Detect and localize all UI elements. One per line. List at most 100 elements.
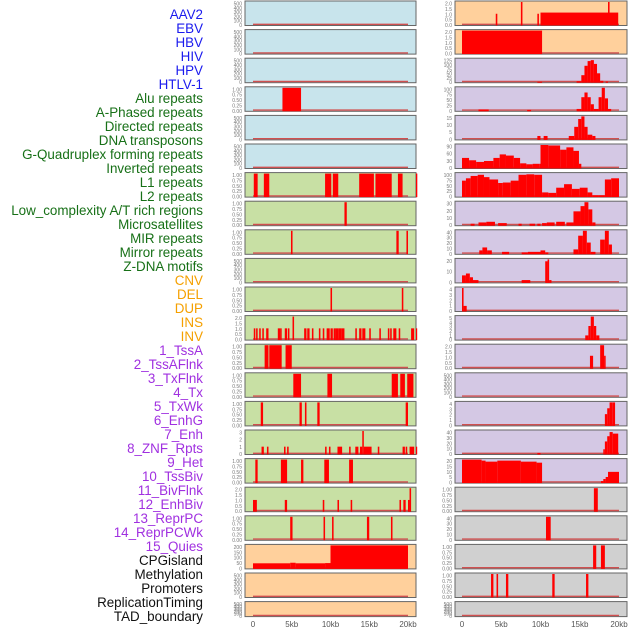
track-panel-right [454, 372, 628, 398]
data-bar [253, 173, 258, 198]
y-tick-label: 2 [449, 329, 452, 335]
x-tick-label: 5kb [495, 620, 508, 629]
y-tick-label: 30 [446, 522, 452, 528]
data-bar [462, 180, 466, 198]
y-tick-label: 1.00 [232, 373, 242, 379]
data-bar [542, 192, 549, 198]
data-bar [403, 499, 406, 512]
y-tick-label: 100 [234, 47, 243, 53]
y-tick-label: 0.50 [442, 584, 452, 590]
y-tick-label: 20 [446, 209, 452, 215]
data-bar [299, 402, 302, 426]
data-bar [566, 222, 574, 226]
y-tick-label: 0.5 [235, 332, 242, 338]
y-tick-label: 2.0 [445, 30, 452, 36]
data-bar [287, 328, 290, 341]
y-tick-label: 0.50 [232, 98, 242, 104]
track-label: EBV [176, 21, 203, 36]
data-bar [359, 173, 374, 198]
data-bar [317, 402, 320, 426]
data-bar [612, 402, 616, 426]
y-tick-label: 1.0 [235, 498, 242, 504]
y-tick-label: 0.75 [442, 579, 452, 585]
y-tick-label: 40 [446, 431, 452, 437]
data-bar [483, 160, 494, 169]
data-bar [402, 446, 405, 455]
data-bar [564, 184, 572, 198]
data-bar [470, 223, 475, 226]
data-bar [590, 251, 596, 255]
y-tick-label: 75 [446, 178, 452, 184]
y-tick-label: 400 [444, 378, 453, 384]
track-label: CPGisland [138, 553, 203, 568]
y-tick-label: 1 [449, 418, 452, 424]
track-panel-left [244, 114, 417, 141]
data-bar [256, 328, 258, 341]
y-tick-label: 100 [444, 63, 453, 69]
y-tick-label: 0.50 [232, 527, 242, 533]
y-tick-label: 100 [444, 612, 453, 618]
data-bar [327, 373, 333, 398]
data-bar [604, 414, 608, 426]
track-panel-left [244, 57, 417, 84]
data-bar [333, 328, 336, 341]
y-tick-label: 0.50 [232, 184, 242, 190]
track-label: Inverted repeats [106, 161, 203, 176]
y-tick-label: 0 [449, 481, 452, 487]
data-bar [574, 126, 579, 140]
data-bar [411, 328, 415, 341]
y-tick-label: 100 [234, 76, 243, 82]
y-tick-label: 50 [446, 98, 452, 104]
y-tick-label: 1.00 [232, 345, 242, 351]
y-tick-label: 0 [449, 614, 452, 620]
y-tick-label: 300 [234, 153, 243, 159]
y-tick-label: 10 [446, 123, 452, 129]
y-tick-label: 400 [444, 605, 453, 611]
y-tick-label: 0.75 [232, 350, 242, 356]
y-tick-label: 0 [239, 614, 242, 620]
y-tick-label: 30 [446, 159, 452, 165]
y-tick-label: 1.00 [442, 545, 452, 551]
y-tick-label: 1.5 [235, 493, 242, 499]
data-bar [409, 446, 415, 455]
data-bar [612, 433, 619, 455]
y-tick-label: 0.00 [442, 566, 452, 572]
data-bar [486, 221, 495, 226]
y-tick-label: 0.00 [232, 223, 242, 229]
y-tick-label: 0 [449, 109, 452, 115]
data-bar [588, 326, 591, 341]
data-bar [349, 459, 353, 484]
y-tick-label: 75 [446, 67, 452, 73]
data-bar [540, 250, 546, 255]
data-bar [568, 135, 575, 140]
data-bar [593, 488, 598, 512]
data-bar [521, 280, 531, 283]
data-bar [338, 328, 342, 341]
data-bar [397, 173, 403, 198]
y-tick-label: 0.00 [442, 509, 452, 515]
data-bar [549, 280, 552, 283]
y-tick-label: 100 [234, 162, 243, 168]
y-tick-label: 10 [446, 470, 452, 476]
y-tick-label: 0 [449, 280, 452, 286]
y-tick-label: 0.50 [232, 241, 242, 247]
data-bar [469, 277, 473, 283]
y-tick-label: 400 [234, 34, 243, 40]
data-bar [285, 345, 292, 369]
y-tick-label: 500 [234, 59, 243, 65]
data-bar [328, 446, 331, 455]
y-tick-label: 300 [234, 10, 243, 16]
data-bar [600, 481, 604, 484]
y-tick-label: 20 [446, 241, 452, 247]
track-label: 9_Het [167, 455, 203, 470]
data-bar [518, 174, 527, 198]
y-tick-label: 0.25 [442, 590, 452, 596]
y-tick-label: 1.0 [445, 12, 452, 18]
y-tick-label: 4 [449, 288, 452, 294]
track-label: 11_BivFlnk [137, 483, 203, 498]
y-tick-label: 0 [449, 395, 452, 401]
data-bar [259, 328, 261, 341]
data-bar [253, 328, 256, 341]
data-bar [253, 563, 291, 569]
y-tick-label: 100 [234, 133, 243, 139]
